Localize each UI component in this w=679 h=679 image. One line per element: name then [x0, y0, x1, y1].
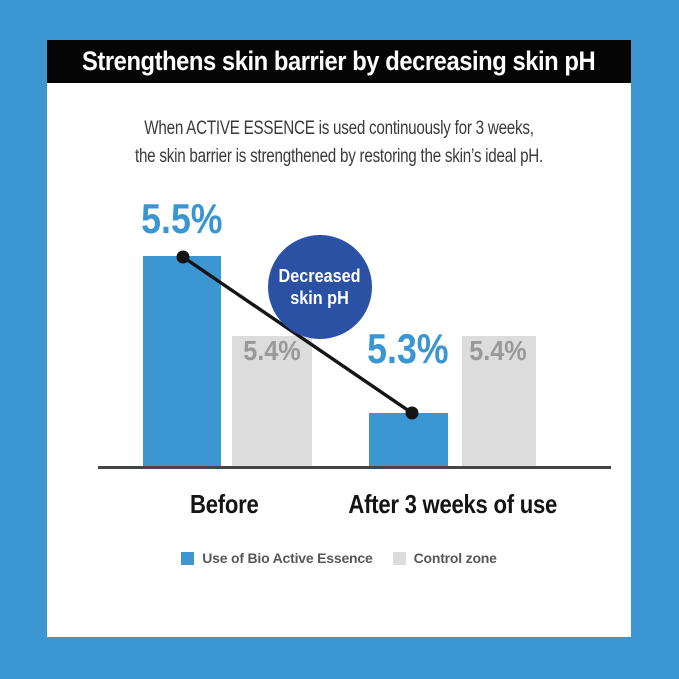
- chart-legend: Use of Bio Active Essence Control zone: [47, 549, 631, 567]
- bar-active-essence-after: [369, 413, 448, 466]
- value-label-before-active: 5.5%: [141, 195, 223, 242]
- bar-control-zone-after: [462, 336, 536, 466]
- badge-line-1: Decreased: [279, 266, 361, 286]
- legend-swatch-blue-icon: [181, 551, 195, 565]
- content-panel: Strengthens skin barrier by decreasing s…: [47, 40, 631, 637]
- legend-label-control-zone: Control zone: [413, 550, 497, 566]
- page-title: Strengthens skin barrier by decreasing s…: [82, 46, 596, 76]
- x-label-before: Before: [189, 489, 259, 519]
- legend-item-control-zone: Control zone: [392, 550, 497, 566]
- legend-label-active-essence: Use of Bio Active Essence: [202, 550, 373, 566]
- badge-line-2: skin pH: [290, 288, 350, 308]
- x-label-after: After 3 weeks of use: [348, 489, 558, 519]
- subtitle-line-2: the skin barrier is strengthened by rest…: [134, 146, 543, 167]
- decreased-ph-badge: Decreased skin pH: [268, 235, 372, 339]
- header-banner: Strengthens skin barrier by decreasing s…: [47, 40, 631, 83]
- subtitle-line-1: When ACTIVE ESSENCE is used continuously…: [144, 118, 534, 139]
- x-axis-baseline: [98, 466, 611, 469]
- legend-item-active-essence: Use of Bio Active Essence: [181, 550, 373, 566]
- value-label-after-control: 5.4%: [469, 335, 527, 366]
- subtitle: When ACTIVE ESSENCE is used continuously…: [47, 115, 631, 171]
- legend-swatch-gray-icon: [392, 551, 406, 565]
